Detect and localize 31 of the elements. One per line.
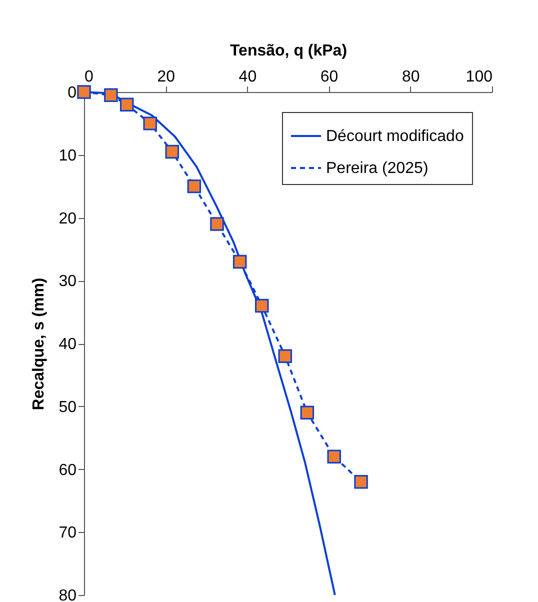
y-tick-label: 40 [58,336,77,353]
legend-label: Pereira (2025) [326,160,428,177]
point [187,179,202,194]
point [210,217,224,231]
point [120,98,134,112]
y-tick-label: 60 [58,462,77,479]
point [77,85,91,99]
point [354,474,368,489]
y-tick-label: 50 [58,398,77,416]
x-tick-label: 60 [320,68,338,86]
x-tick-label: 40 [238,68,257,86]
x-tick-label: 20 [157,68,176,86]
x-tick-label: 0 [84,68,94,86]
y-tick-label: 30 [58,273,77,290]
y-tick-label: 70 [58,524,77,542]
y-tick-label: 10 [58,147,77,164]
legend-label: Décourt modificado [326,128,464,145]
y-tick-label: 20 [58,210,77,228]
x-tick-label: 100 [466,68,493,86]
point [165,144,179,159]
x-tick-label: 80 [402,68,420,86]
y-tick-label: 80 [58,588,77,602]
point [278,349,292,363]
point [300,406,314,420]
point [255,298,269,313]
y-tick-label: 0 [68,84,77,102]
x-axis-title: Tensão, q (kPa) [230,42,348,60]
y-axis-title: Recalque, s (mm) [30,278,48,410]
point [232,254,247,269]
point [143,116,157,130]
point [327,450,341,464]
